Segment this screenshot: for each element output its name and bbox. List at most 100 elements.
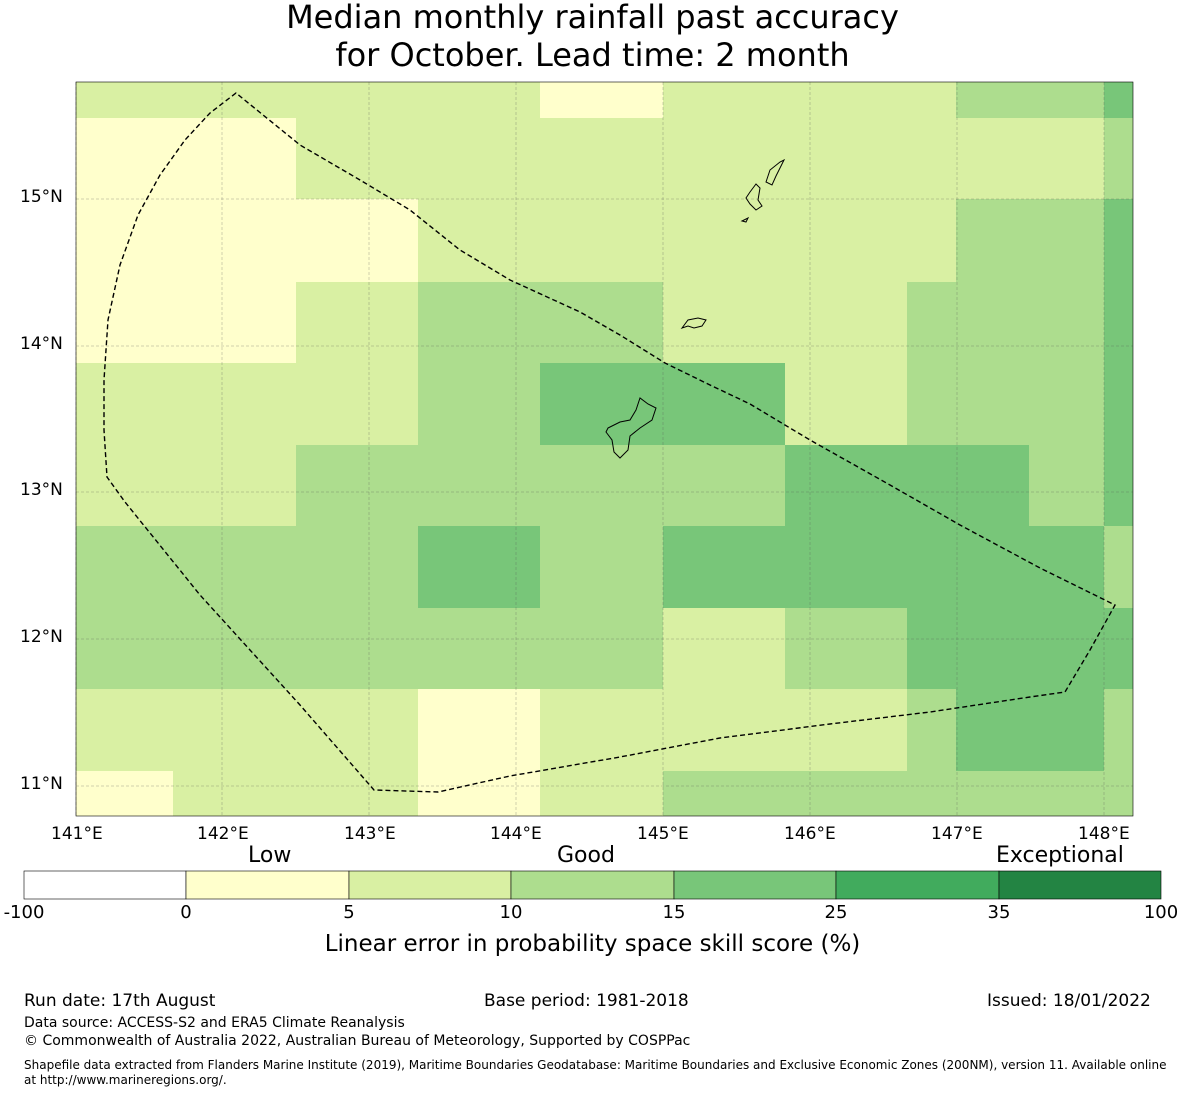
legend-category-low: Low <box>248 843 292 868</box>
grid-cell <box>540 771 663 816</box>
grid-cell <box>907 689 956 771</box>
grid-cell <box>1029 689 1104 771</box>
grid-cell <box>418 445 540 526</box>
grid-cell <box>418 363 540 445</box>
grid-cell <box>296 199 418 282</box>
legend-category-good: Good <box>557 843 615 868</box>
chart-title-line-2: for October. Lead time: 2 month <box>335 36 850 74</box>
island-aguijan <box>740 216 750 223</box>
grid-cell <box>907 82 956 118</box>
lon-label: 144°E <box>490 824 542 844</box>
grid-cell <box>956 199 1029 282</box>
grid-cell <box>663 771 785 816</box>
grid-cell <box>663 445 785 526</box>
lat-label: 15°N <box>20 187 63 207</box>
grid-cell <box>76 118 173 199</box>
grid-cell <box>76 771 173 816</box>
colorbar-segment <box>510 870 675 900</box>
grid-cell <box>663 689 785 771</box>
grid-cell <box>76 608 173 689</box>
grid-cell <box>418 526 540 608</box>
island-saipan <box>765 158 786 186</box>
grid-cell <box>1029 282 1104 363</box>
grid-cell <box>1104 526 1133 608</box>
colorbar-segment <box>998 870 1162 900</box>
colorbar-segment <box>835 870 1000 900</box>
grid-cell <box>907 199 956 282</box>
grid-cell <box>296 363 418 445</box>
lon-label: 146°E <box>784 824 836 844</box>
grid-cell <box>540 199 663 282</box>
lat-label: 12°N <box>20 627 63 647</box>
map-gridlines <box>75 82 1133 816</box>
grid-cell <box>76 445 173 526</box>
grid-cell <box>296 689 418 771</box>
grid-cell <box>785 82 907 118</box>
grid-cell <box>1104 445 1133 526</box>
grid-cell <box>540 363 663 445</box>
grid-cell <box>1029 445 1104 526</box>
grid-cell <box>1029 118 1104 199</box>
legend-tick: 35 <box>987 902 1011 923</box>
grid-cell <box>173 771 296 816</box>
lat-label: 11°N <box>20 774 63 794</box>
legend-tick: 100 <box>1143 902 1179 923</box>
grid-cell <box>540 689 663 771</box>
grid-cells <box>76 82 1133 816</box>
grid-cell <box>663 282 785 363</box>
island-tinian <box>745 183 763 211</box>
grid-cell <box>785 199 907 282</box>
legend-colorbar <box>23 870 1162 900</box>
grid-cell <box>785 445 907 526</box>
issued-date: Issued: 18/01/2022 <box>987 991 1151 1011</box>
grid-cell <box>1104 118 1133 199</box>
islands <box>605 158 786 459</box>
grid-cell <box>173 526 296 608</box>
grid-cell <box>907 526 956 608</box>
colorbar-segment <box>23 870 187 900</box>
grid-cell <box>956 771 1029 816</box>
grid-cell <box>1029 199 1104 282</box>
map-frame <box>75 81 1134 817</box>
colorbar-segment <box>673 870 837 900</box>
grid-cell <box>956 363 1029 445</box>
grid-cell <box>785 282 907 363</box>
grid-cell <box>296 608 418 689</box>
legend-tick: 15 <box>662 902 686 923</box>
data-source: Data source: ACCESS-S2 and ERA5 Climate … <box>24 1015 405 1031</box>
lon-label: 142°E <box>197 824 249 844</box>
grid-cell <box>296 118 418 199</box>
grid-cell <box>296 526 418 608</box>
base-period: Base period: 1981-2018 <box>484 991 689 1011</box>
grid-cell <box>418 118 540 199</box>
grid-cell <box>173 82 296 118</box>
grid-cell <box>956 82 1029 118</box>
grid-cell <box>173 282 296 363</box>
legend-tick: 10 <box>499 902 523 923</box>
grid-cell <box>1029 363 1104 445</box>
grid-cell <box>76 689 173 771</box>
grid-cell <box>663 608 785 689</box>
grid-cell <box>173 445 296 526</box>
grid-cell <box>663 363 785 445</box>
grid-cell <box>663 82 785 118</box>
chart-title-line-1: Median monthly rainfall past accuracy <box>286 0 899 36</box>
grid-cell <box>785 526 907 608</box>
grid-cell <box>1029 82 1104 118</box>
grid-cell <box>1104 363 1133 445</box>
colorbar-segment <box>185 870 350 900</box>
grid-cell <box>540 608 663 689</box>
grid-cell <box>540 82 663 118</box>
legend-tick: -100 <box>3 902 45 923</box>
grid-cell <box>540 118 663 199</box>
grid-cell <box>663 199 785 282</box>
grid-cell <box>173 608 296 689</box>
grid-cell <box>1104 199 1133 282</box>
grid-cell <box>418 608 540 689</box>
shapefile-credit-line-1: Shapefile data extracted from Flanders M… <box>24 1058 1167 1072</box>
grid-cell <box>296 445 418 526</box>
grid-cell <box>785 118 907 199</box>
grid-cell <box>663 526 785 608</box>
grid-cell <box>1104 608 1133 689</box>
